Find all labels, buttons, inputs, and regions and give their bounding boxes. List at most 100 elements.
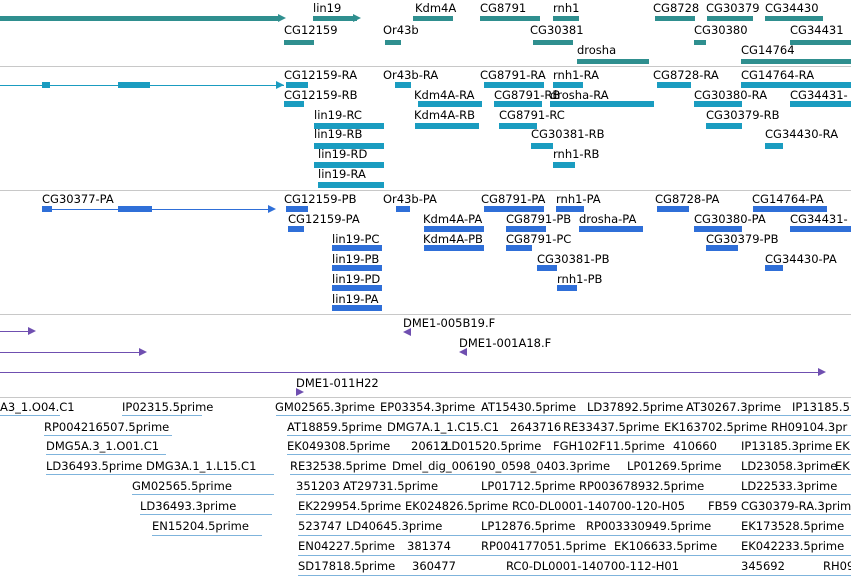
est-label[interactable]: FGH102F11.5prime — [553, 439, 665, 453]
transcript-exon[interactable] — [506, 245, 532, 251]
transcript-label[interactable]: lin19-PB — [332, 252, 380, 266]
transcript-exon[interactable] — [557, 285, 577, 291]
transcript-label[interactable]: CG34430-RA — [765, 127, 839, 141]
gene-bar[interactable] — [577, 59, 649, 64]
transcript-exon[interactable] — [286, 82, 308, 88]
gene-bar[interactable] — [765, 16, 823, 21]
transcript-exon[interactable] — [288, 226, 304, 232]
contig-label[interactable]: DME1-011H22 — [296, 376, 379, 390]
est-label[interactable]: SD17818.5prime — [298, 559, 396, 573]
transcript-exon[interactable] — [314, 123, 384, 129]
est-label[interactable]: DMG3A.1_1.L15.C1 — [146, 459, 257, 473]
transcript-exon[interactable] — [314, 143, 384, 149]
transcript-label[interactable]: rnh1-PA — [556, 192, 601, 206]
transcript-exon[interactable] — [537, 265, 557, 271]
transcript-label[interactable]: CG14764-PA — [752, 192, 824, 206]
transcript-label[interactable]: CG30380-RA — [694, 88, 768, 102]
est-label[interactable]: LD01520.5prime — [445, 439, 542, 453]
transcript-exon[interactable] — [484, 206, 544, 212]
est-label[interactable]: RH09 — [823, 559, 851, 573]
transcript-label[interactable]: CG30379-PB — [706, 232, 779, 246]
gene-label-cg34431[interactable]: CG34431 — [790, 23, 844, 37]
transcript-exon[interactable] — [415, 123, 479, 129]
transcript-label[interactable]: CG30381-PB — [537, 252, 610, 266]
transcript-label[interactable]: CG8728-PA — [655, 192, 720, 206]
est-label[interactable]: 345692 — [741, 559, 785, 573]
est-label[interactable]: RP004177051.5prime — [481, 539, 607, 553]
transcript-exon[interactable] — [395, 82, 411, 88]
transcript-exon[interactable] — [318, 182, 384, 188]
gene-bar[interactable] — [694, 40, 706, 45]
est-label[interactable]: LD37892.5prime — [587, 400, 684, 414]
transcript-label[interactable]: Kdm4A-RA — [414, 88, 475, 102]
gene-label-lin19[interactable]: lin19 — [313, 1, 342, 15]
transcript-exon[interactable] — [790, 226, 851, 232]
gene-label-kdm4a[interactable]: Kdm4A — [415, 1, 457, 15]
transcript-label[interactable]: CG34430-PA — [765, 252, 837, 266]
transcript-label[interactable]: lin19-PA — [332, 292, 379, 306]
transcript-exon[interactable] — [694, 101, 742, 107]
transcript-exon[interactable] — [657, 206, 689, 212]
transcript-exon[interactable] — [753, 206, 827, 212]
transcript-label[interactable]: Or43b-RA — [383, 68, 439, 82]
gene-bar[interactable] — [413, 16, 453, 21]
transcript-label[interactable]: CG8791-PA — [481, 192, 546, 206]
est-label[interactable]: EK024826.5prime — [405, 499, 509, 513]
est-label[interactable]: LD23058.3prime — [741, 459, 838, 473]
est-label[interactable]: IP13185.5 — [792, 400, 850, 414]
transcript-exon[interactable] — [314, 162, 384, 168]
transcript-label[interactable]: drosha-PA — [579, 212, 637, 226]
est-label[interactable]: IP02315.5prime — [122, 400, 214, 414]
transcript-exon[interactable] — [553, 162, 575, 168]
contig-label[interactable]: DME1-005B19.F — [403, 316, 496, 330]
gene-label-drosha[interactable]: drosha — [577, 43, 617, 57]
gene-label-cg30379[interactable]: CG30379 — [706, 1, 760, 15]
gene-label-cg14764[interactable]: CG14764 — [741, 43, 795, 57]
est-label[interactable]: GM02565.3prime — [275, 400, 375, 414]
est-label[interactable]: LP01269.5prime — [627, 459, 722, 473]
transcript-label[interactable]: Kdm4A-RB — [414, 108, 476, 122]
gene-label-cg8728[interactable]: CG8728 — [653, 1, 700, 15]
transcript-exon[interactable] — [332, 245, 382, 251]
transcript-exon[interactable] — [499, 123, 537, 129]
est-label[interactable]: GM02565.5prime — [132, 479, 232, 493]
est-label[interactable]: RP004216507.5prime — [44, 420, 170, 434]
transcript-exon[interactable] — [765, 265, 783, 271]
transcript-exon[interactable] — [706, 123, 742, 129]
transcript-label[interactable]: CG30377-PA — [42, 192, 114, 206]
transcript-exon[interactable] — [418, 101, 482, 107]
transcript-label[interactable]: lin19-PD — [332, 272, 381, 286]
transcript-label[interactable]: rnh1-PB — [557, 272, 603, 286]
est-label[interactable]: EK106633.5prime — [614, 539, 718, 553]
est-label[interactable]: 351203 — [296, 479, 340, 493]
transcript-label[interactable]: CG8791-PC — [506, 232, 572, 246]
est-label[interactable]: EK173528.5prime — [741, 519, 845, 533]
est-label[interactable]: EN04227.5prime — [298, 539, 395, 553]
transcript-exon[interactable] — [42, 206, 52, 212]
transcript-exon[interactable] — [424, 245, 484, 251]
transcript-label[interactable]: CG8791-RB — [494, 88, 561, 102]
est-label[interactable]: EK163702.5prime — [664, 420, 768, 434]
gene-label-cg30381[interactable]: CG30381 — [530, 23, 584, 37]
transcript-label[interactable]: CG30380-PA — [694, 212, 766, 226]
transcript-label[interactable]: lin19-PC — [332, 232, 380, 246]
est-label[interactable]: EP03354.3prime — [380, 400, 476, 414]
transcript-label[interactable]: CG30381-RB — [531, 127, 605, 141]
transcript-label[interactable]: lin19-RC — [314, 108, 362, 122]
transcript-label[interactable]: Kdm4A-PB — [423, 232, 483, 246]
transcript-exon[interactable] — [550, 101, 654, 107]
gene-bar[interactable] — [707, 16, 753, 21]
est-label[interactable]: DMG5A.3_1.O01.C1 — [46, 439, 160, 453]
transcript-exon[interactable] — [556, 206, 584, 212]
gene-bar[interactable] — [655, 16, 695, 21]
transcript-label[interactable]: drosha-RA — [550, 88, 609, 102]
transcript-label[interactable]: lin19-RD — [318, 147, 368, 161]
transcript-label[interactable]: CG8791-PB — [506, 212, 572, 226]
transcript-label[interactable]: Kdm4A-PA — [423, 212, 483, 226]
est-label[interactable]: CG30379-RA.3prime — [741, 499, 851, 513]
transcript-label[interactable]: CG30379-RB — [706, 108, 780, 122]
est-label[interactable]: Dmel_dig_006190_0598_0403.3prime — [392, 459, 611, 473]
est-label[interactable]: RC0-DL0001-140700-112-H01 — [506, 559, 680, 573]
est-label[interactable]: RP003678932.5prime — [579, 479, 705, 493]
transcript-label[interactable]: lin19-RB — [314, 127, 363, 141]
